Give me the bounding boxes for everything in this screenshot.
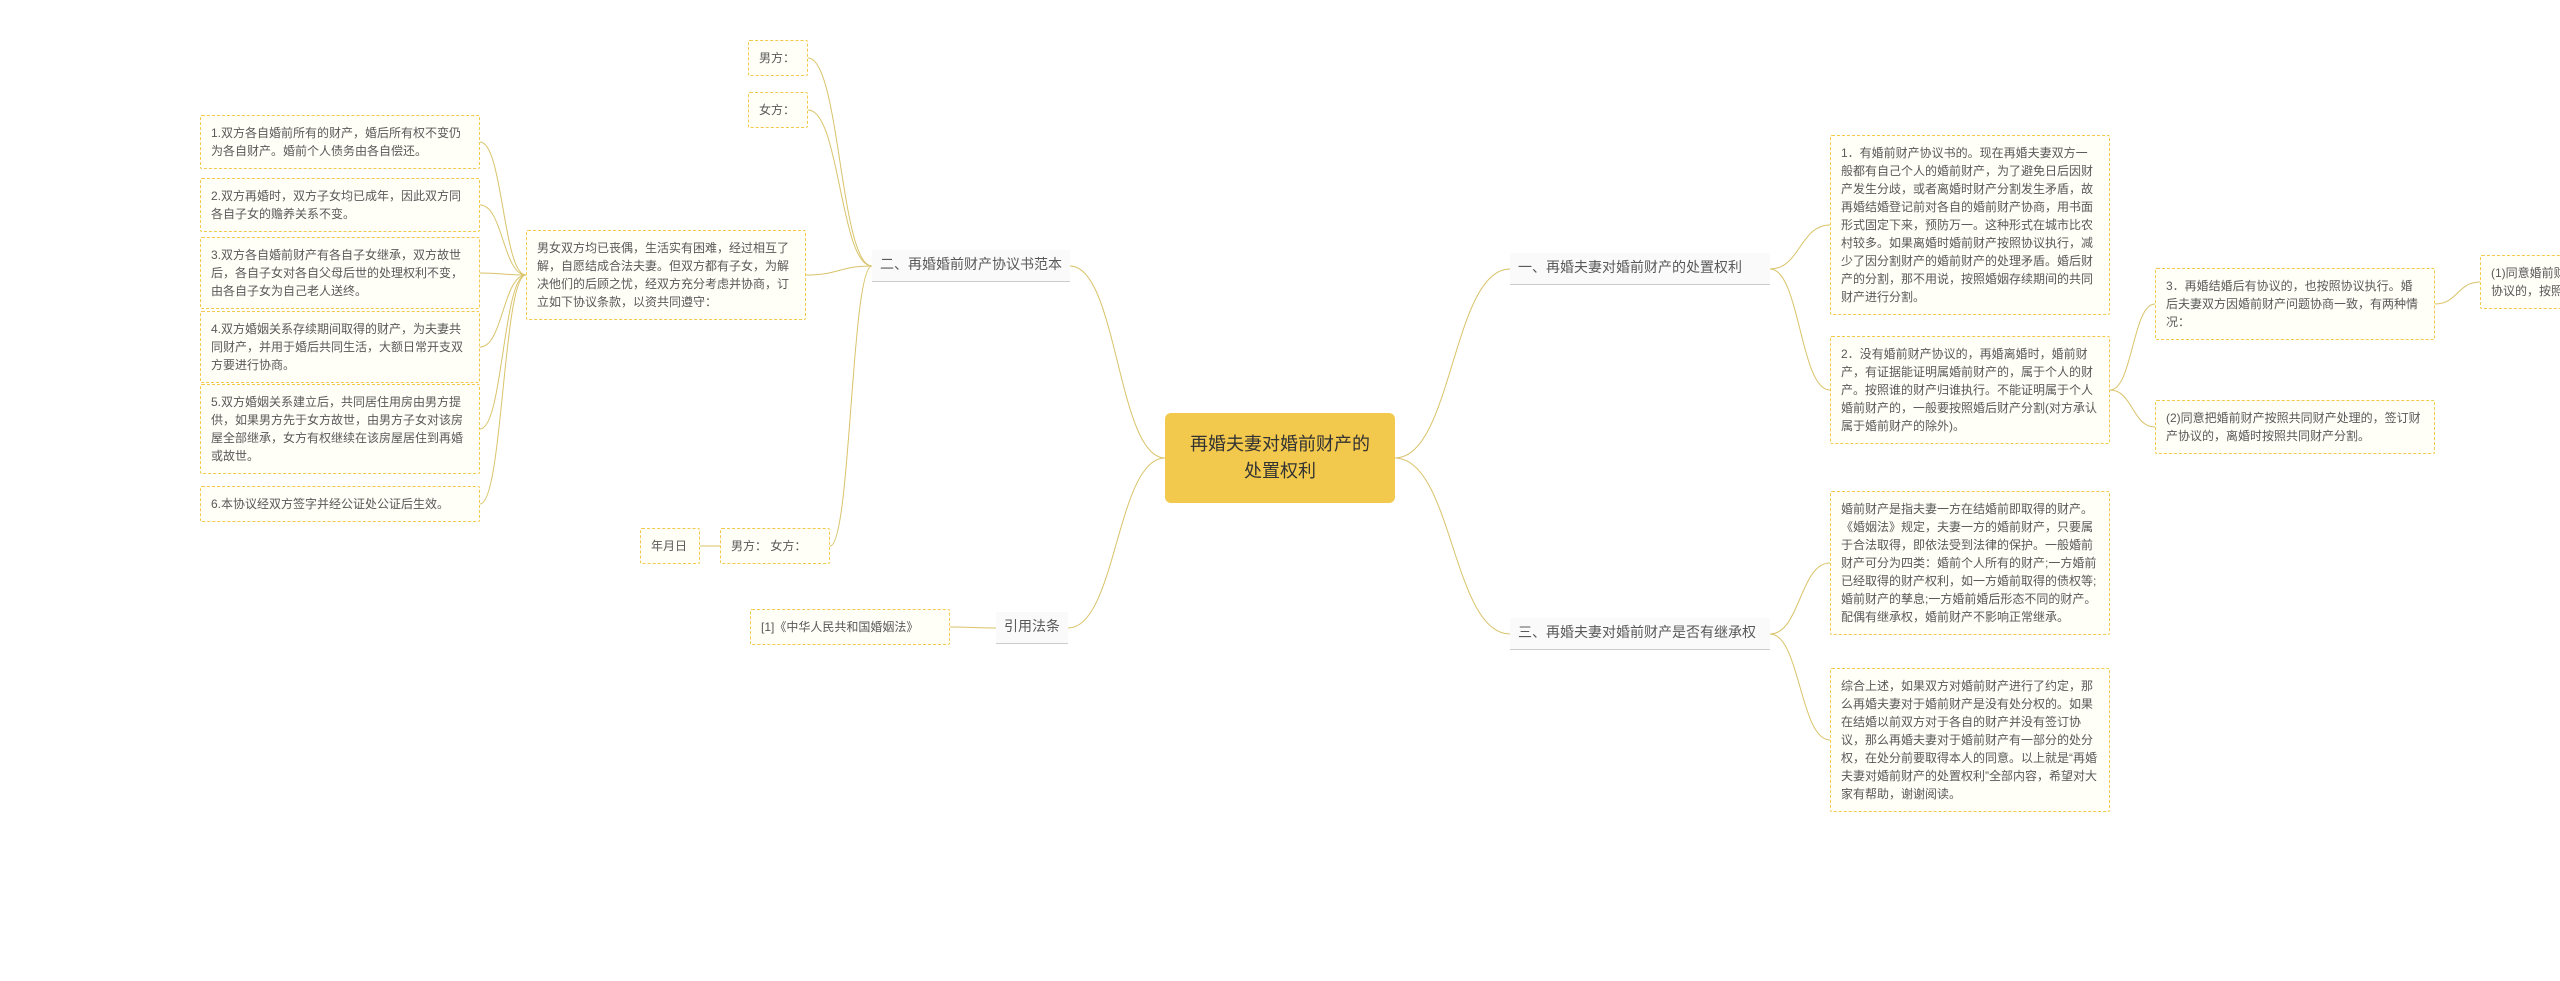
b2-c5-text: 5.双方婚姻关系建立后，共同居住用房由男方提供，如果男方先于女方故世，由男方子女… <box>211 395 463 463</box>
b1-leaf-2: 2．没有婚前财产协议的，再婚离婚时，婚前财产，有证据能证明属婚前财产的，属于个人… <box>1830 336 2110 444</box>
b2-c4: 4.双方婚姻关系存续期间取得的财产，为夫妻共同财产，并用于婚后共同生活，大额日常… <box>200 311 480 383</box>
b1-leaf-3-sub1: (1)同意婚前财产按照婚前财产处理的，签订财产协议的，按照协议书的规定婚前财产处… <box>2480 255 2560 309</box>
b3-leaf-2-text: 综合上述，如果双方对婚前财产进行了约定，那么再婚夫妻对于婚前财产是没有处分权的。… <box>1841 679 2097 801</box>
b1-leaf-1: 1．有婚前财产协议书的。现在再婚夫妻双方一般都有自己个人的婚前财产，为了避免日后… <box>1830 135 2110 315</box>
b2-sign-date-text: 年月日 <box>651 539 687 553</box>
law-ref: [1]《中华人民共和国婚姻法》 <box>750 609 950 645</box>
b2-female-text: 女方： <box>759 103 795 117</box>
branch-law: 引用法条 <box>996 612 1068 644</box>
branch-two-label: 二、再婚婚前财产协议书范本 <box>880 256 1062 272</box>
b2-male-text: 男方： <box>759 51 795 65</box>
b1-leaf-3-text: 3．再婚结婚后有协议的，也按照协议执行。婚后夫妻双方因婚前财产问题协商一致，有两… <box>2166 279 2418 329</box>
b2-female: 女方： <box>748 92 808 128</box>
b2-c4-text: 4.双方婚姻关系存续期间取得的财产，为夫妻共同财产，并用于婚后共同生活，大额日常… <box>211 322 463 372</box>
branch-one-label: 一、再婚夫妻对婚前财产的处置权利 <box>1518 259 1742 275</box>
b2-c6-text: 6.本协议经双方签字并经公证处公证后生效。 <box>211 497 449 511</box>
b1-leaf-3: 3．再婚结婚后有协议的，也按照协议执行。婚后夫妻双方因婚前财产问题协商一致，有两… <box>2155 268 2435 340</box>
b1-leaf-1-text: 1．有婚前财产协议书的。现在再婚夫妻双方一般都有自己个人的婚前财产，为了避免日后… <box>1841 146 2093 304</box>
b2-c6: 6.本协议经双方签字并经公证处公证后生效。 <box>200 486 480 522</box>
root-node: 再婚夫妻对婚前财产的处置权利 <box>1165 413 1395 503</box>
b2-intro-text: 男女双方均已丧偶，生活实有困难，经过相互了解，自愿结成合法夫妻。但双方都有子女，… <box>537 241 789 309</box>
b1-leaf-3-sub2-text: (2)同意把婚前财产按照共同财产处理的，签订财产协议的，离婚时按照共同财产分割。 <box>2166 411 2421 443</box>
b2-c5: 5.双方婚姻关系建立后，共同居住用房由男方提供，如果男方先于女方故世，由男方子女… <box>200 384 480 474</box>
b2-sign-date: 年月日 <box>640 528 700 564</box>
branch-one: 一、再婚夫妻对婚前财产的处置权利 <box>1510 253 1770 285</box>
b2-c3: 3.双方各自婚前财产有各自子女继承，双方故世后，各自子女对各自父母后世的处理权利… <box>200 237 480 309</box>
b1-leaf-2-text: 2．没有婚前财产协议的，再婚离婚时，婚前财产，有证据能证明属婚前财产的，属于个人… <box>1841 347 2097 433</box>
branch-law-label: 引用法条 <box>1004 618 1060 634</box>
b2-intro: 男女双方均已丧偶，生活实有困难，经过相互了解，自愿结成合法夫妻。但双方都有子女，… <box>526 230 806 320</box>
b2-c1-text: 1.双方各自婚前所有的财产，婚后所有权不变仍为各自财产。婚前个人债务由各自偿还。 <box>211 126 461 158</box>
root-title: 再婚夫妻对婚前财产的处置权利 <box>1190 434 1370 481</box>
b3-leaf-1: 婚前财产是指夫妻一方在结婚前即取得的财产。《婚姻法》规定，夫妻一方的婚前财产，只… <box>1830 491 2110 635</box>
branch-three-label: 三、再婚夫妻对婚前财产是否有继承权 <box>1518 624 1756 640</box>
branch-two: 二、再婚婚前财产协议书范本 <box>872 250 1070 282</box>
b2-sign-parties: 男方： 女方： <box>720 528 830 564</box>
b2-male: 男方： <box>748 40 808 76</box>
b3-leaf-2: 综合上述，如果双方对婚前财产进行了约定，那么再婚夫妻对于婚前财产是没有处分权的。… <box>1830 668 2110 812</box>
law-ref-text: [1]《中华人民共和国婚姻法》 <box>761 620 918 634</box>
b2-sign-parties-text: 男方： 女方： <box>731 539 806 553</box>
b3-leaf-1-text: 婚前财产是指夫妻一方在结婚前即取得的财产。《婚姻法》规定，夫妻一方的婚前财产，只… <box>1841 502 2096 624</box>
b2-c2: 2.双方再婚时，双方子女均已成年，因此双方同各自子女的赡养关系不变。 <box>200 178 480 232</box>
b1-leaf-3-sub2: (2)同意把婚前财产按照共同财产处理的，签订财产协议的，离婚时按照共同财产分割。 <box>2155 400 2435 454</box>
branch-three: 三、再婚夫妻对婚前财产是否有继承权 <box>1510 618 1770 650</box>
b2-c2-text: 2.双方再婚时，双方子女均已成年，因此双方同各自子女的赡养关系不变。 <box>211 189 461 221</box>
b2-c1: 1.双方各自婚前所有的财产，婚后所有权不变仍为各自财产。婚前个人债务由各自偿还。 <box>200 115 480 169</box>
b1-leaf-3-sub1-text: (1)同意婚前财产按照婚前财产处理的，签订财产协议的，按照协议书的规定婚前财产处… <box>2491 266 2560 298</box>
b2-c3-text: 3.双方各自婚前财产有各自子女继承，双方故世后，各自子女对各自父母后世的处理权利… <box>211 248 463 298</box>
